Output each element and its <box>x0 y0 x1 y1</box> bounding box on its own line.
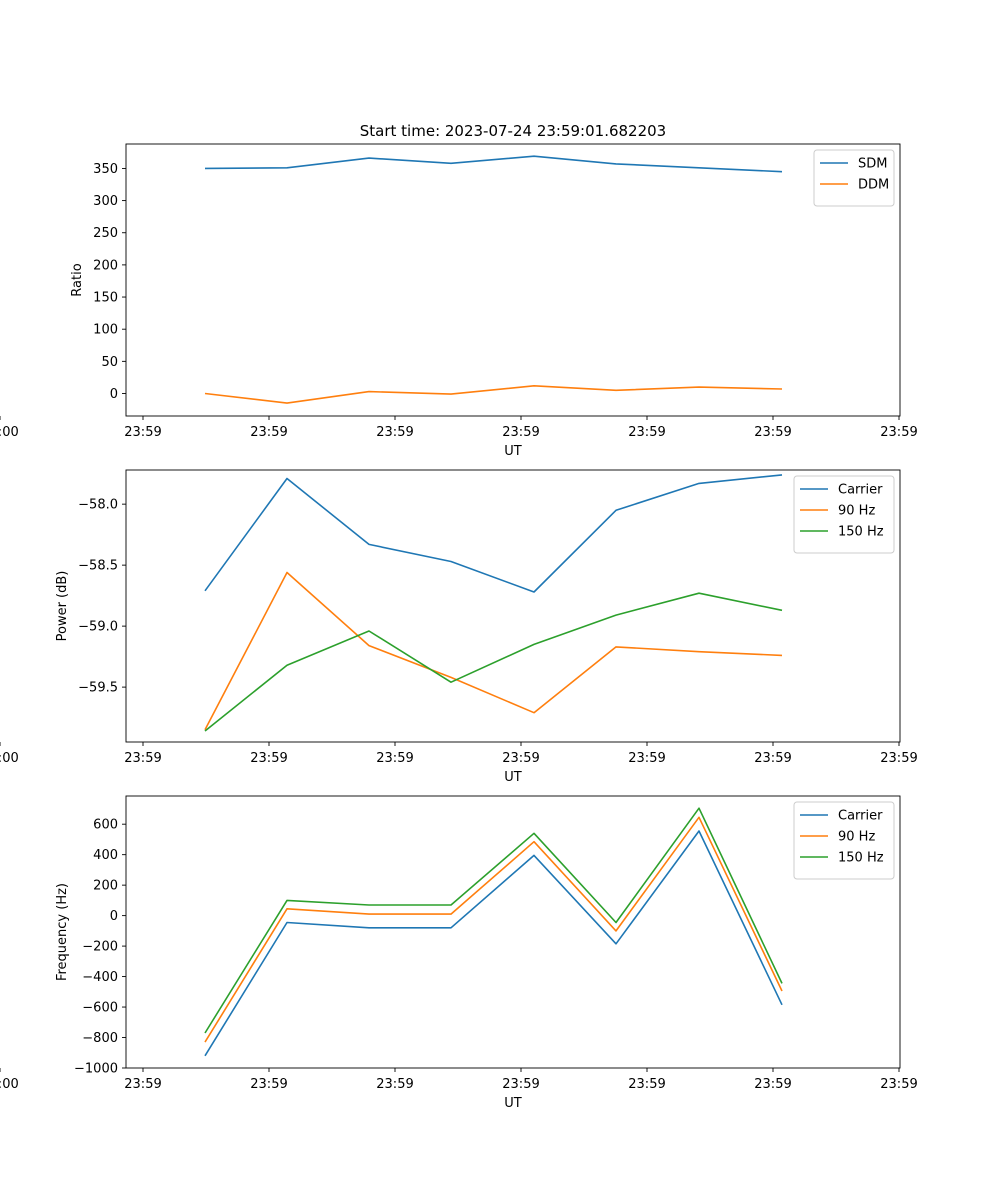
frequency-y-tick-label: −800 <box>82 1031 118 1046</box>
ratio-y-tick-label: 0 <box>110 387 118 402</box>
ratio-legend-label-ddm: DDM <box>858 178 889 193</box>
power-y-tick-label: −59.5 <box>78 681 118 696</box>
frequency-y-tick-label: −400 <box>82 970 118 985</box>
frequency-y-tick-label: 400 <box>93 848 118 863</box>
ratio-y-tick-label: 100 <box>93 323 118 338</box>
frequency-legend-label-90-hz: 90 Hz <box>838 830 875 845</box>
power-legend-label-carrier: Carrier <box>838 483 883 498</box>
ratio-x-tick-label: 23:59 <box>376 425 413 440</box>
frequency-y-tick-label: 0 <box>110 909 118 924</box>
ratio-legend-label-sdm: SDM <box>858 157 887 172</box>
frequency-y-axis-label: Frequency (Hz) <box>55 883 70 981</box>
frequency-x-tick-label: 23:59 <box>628 1077 665 1092</box>
power-x-tick-label: 23:59 <box>880 751 917 766</box>
frequency-x-tick-label: 23:59 <box>124 1077 161 1092</box>
power-x-tick-label: 23:59 <box>754 751 791 766</box>
frequency-x-axis-label: UT <box>504 1096 522 1111</box>
power-axes-frame <box>125 469 901 743</box>
power-y-axis-label: Power (dB) <box>55 571 70 642</box>
ratio-y-axis-label: Ratio <box>70 263 85 296</box>
frequency-series-90-hz-line <box>204 816 783 1043</box>
power-x-tick-label: 23:59 <box>628 751 665 766</box>
frequency-x-tick-label: 23:59 <box>880 1077 917 1092</box>
frequency-legend-label-carrier: Carrier <box>838 809 883 824</box>
frequency-x-tick-label: 23:59 <box>754 1077 791 1092</box>
frequency-x-tick-label: 23:59 <box>250 1077 287 1092</box>
power-panel: 23:59 23:59 23:59 23:59 23:59 23:59 23:59 00:00… <box>0 469 918 785</box>
frequency-legend-label-150-hz: 150 Hz <box>838 851 884 866</box>
ratio-x-tick-label: 23:59 <box>754 425 791 440</box>
power-series-150-hz-line <box>204 592 783 732</box>
ratio-y-tick-label: 350 <box>93 162 118 177</box>
ratio-y-tick-label: 150 <box>93 291 118 306</box>
power-x-tick-label: 23:59 <box>124 751 161 766</box>
ratio-y-tick-label: 300 <box>93 194 118 209</box>
ratio-x-tick-label: 23:59 <box>250 425 287 440</box>
frequency-y-tick-label: 600 <box>93 818 118 833</box>
frequency-axes-frame <box>125 795 901 1069</box>
frequency-x-tick-label: 00:00 <box>0 1077 19 1092</box>
frequency-series-carrier-line <box>204 830 783 1057</box>
frequency-y-tick-label: −600 <box>82 1001 118 1016</box>
ratio-series-sdm-line <box>204 155 783 173</box>
frequency-panel: 23:59 23:59 23:59 23:59 23:59 23:59 23:59 00:00… <box>0 795 918 1111</box>
power-legend <box>793 475 895 554</box>
power-x-tick-label: 23:59 <box>250 751 287 766</box>
power-y-tick-label: −58.5 <box>78 559 118 574</box>
ratio-series-ddm-line <box>204 384 783 404</box>
ratio-legend <box>813 149 895 207</box>
power-legend-label-150-hz: 150 Hz <box>838 525 884 540</box>
power-x-tick-label: 23:59 <box>376 751 413 766</box>
ratio-y-tick-label: 50 <box>101 355 118 370</box>
chart-title: Start time: 2023-07-24 23:59:01.682203 <box>360 122 666 140</box>
ratio-x-tick-label: 23:59 <box>880 425 917 440</box>
frequency-y-tick-label: −200 <box>82 940 118 955</box>
frequency-legend <box>793 801 895 880</box>
power-x-tick-label: 23:59 <box>502 751 539 766</box>
power-series-carrier-line <box>204 474 783 593</box>
power-x-axis-label: UT <box>504 770 522 785</box>
ratio-y-tick-label: 200 <box>93 258 118 273</box>
ratio-x-tick-label: 23:59 <box>124 425 161 440</box>
ratio-panel: 23:59 23:59 23:59 23:59 23:59 23:59 23:59 00:00… <box>0 143 918 459</box>
power-series-90-hz-line <box>204 571 783 731</box>
frequency-y-tick-label: −1000 <box>74 1062 118 1077</box>
frequency-y-tick-label: 200 <box>93 879 118 894</box>
ratio-x-axis-label: UT <box>504 444 522 459</box>
frequency-x-tick-label: 23:59 <box>502 1077 539 1092</box>
power-x-tick-label: 00:00 <box>0 751 19 766</box>
power-y-tick-label: −58.0 <box>78 498 118 513</box>
ratio-x-tick-label: 00:00 <box>0 425 19 440</box>
ratio-axes-frame <box>125 143 901 417</box>
frequency-series-150-hz-line <box>204 807 783 1034</box>
power-y-tick-label: −59.0 <box>78 620 118 635</box>
ratio-x-tick-label: 23:59 <box>628 425 665 440</box>
frequency-x-tick-label: 23:59 <box>376 1077 413 1092</box>
power-legend-label-90-hz: 90 Hz <box>838 504 875 519</box>
ratio-y-tick-label: 250 <box>93 226 118 241</box>
ratio-x-tick-label: 23:59 <box>502 425 539 440</box>
